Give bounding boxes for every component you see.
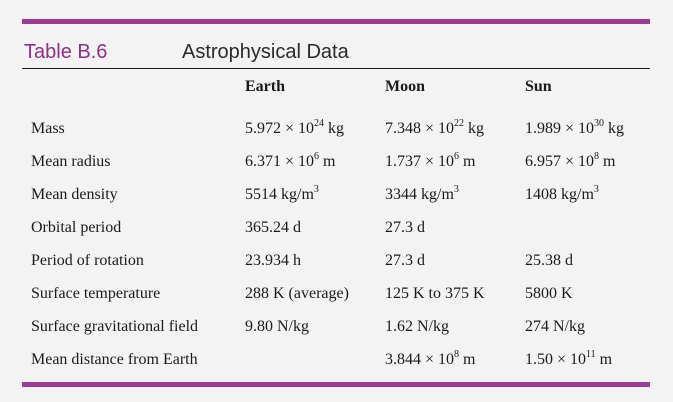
cell-moon: 27.3 d <box>385 211 525 244</box>
cell-value: 7.348 × 10 <box>385 119 455 137</box>
cell-exponent: 3 <box>593 183 599 195</box>
spacer-row <box>22 104 650 112</box>
cell-exponent: 3 <box>313 183 319 195</box>
cell-value: 27.3 d <box>385 218 425 236</box>
cell-value: 27.3 d <box>385 251 425 269</box>
cell-unit: kg <box>464 119 485 137</box>
cell-earth: 5.972 × 1024 kg <box>245 112 385 145</box>
row-label: Mass <box>31 119 65 137</box>
cell-moon: 3344 kg/m3 <box>385 178 525 211</box>
cell-unit: m <box>319 152 336 170</box>
cell-earth: 5514 kg/m3 <box>245 178 385 211</box>
cell-unit: m <box>599 152 616 170</box>
cell-exponent: 8 <box>594 150 600 162</box>
cell-sun: 274 N/kg <box>525 310 650 343</box>
cell-value: 5800 K <box>525 284 573 302</box>
table-title: Astrophysical Data <box>182 41 349 63</box>
cell-moon: 7.348 × 1022 kg <box>385 112 525 145</box>
row-label: Mean radius <box>31 152 111 170</box>
cell-moon: 27.3 d <box>385 244 525 277</box>
cell-value: 6.371 × 10 <box>245 152 315 170</box>
cell-unit: m <box>459 152 476 170</box>
cell-value: 1.50 × 10 <box>525 350 587 368</box>
cell-earth: 9.80 N/kg <box>245 310 385 343</box>
cell-sun <box>525 211 650 244</box>
cell-exponent: 6 <box>314 150 320 162</box>
table-row: Period of rotation 23.934 h 27.3 d 25.38 d <box>22 244 650 277</box>
row-label: Surface gravitational field <box>31 317 199 335</box>
header-cell-sun: Sun <box>525 78 552 95</box>
cell-value: 1.989 × 10 <box>525 119 595 137</box>
cell-value: 274 N/kg <box>525 317 585 335</box>
cell-value: 1.737 × 10 <box>385 152 455 170</box>
cell-sun: 25.38 d <box>525 244 650 277</box>
cell-exponent: 30 <box>594 117 605 129</box>
cell-value: 288 K (average) <box>245 284 349 302</box>
cell-exponent: 3 <box>453 183 459 195</box>
row-label: Orbital period <box>31 218 122 236</box>
cell-exponent: 24 <box>314 117 325 129</box>
table-row: Mean distance from Earth 3.844 × 108 m 1.5… <box>22 343 650 376</box>
row-label: Surface temperature <box>31 284 161 302</box>
row-label: Mean density <box>31 185 118 203</box>
cell-sun: 1.50 × 1011 m <box>525 343 650 376</box>
table-row: Mean density 5514 kg/m3 3344 kg/m3 1408 kg/… <box>22 178 650 211</box>
cell-unit: kg <box>604 119 625 137</box>
cell-value: 23.934 h <box>245 251 301 269</box>
cell-exponent: 11 <box>586 348 596 360</box>
cell-value: 365.24 d <box>245 218 301 236</box>
cell-earth: 6.371 × 106 m <box>245 145 385 178</box>
table-row: Mean radius 6.371 × 106 m 1.737 × 106 m 6.9… <box>22 145 650 178</box>
cell-earth: 288 K (average) <box>245 277 385 310</box>
bottom-rule <box>22 382 650 387</box>
top-rule <box>22 19 650 24</box>
cell-moon: 3.844 × 108 m <box>385 343 525 376</box>
cell-earth: 23.934 h <box>245 244 385 277</box>
row-label: Period of rotation <box>31 251 144 269</box>
cell-sun: 1408 kg/m3 <box>525 178 650 211</box>
cell-value: 1408 kg/m <box>525 185 594 203</box>
cell-earth <box>245 343 385 376</box>
table-row: Mass 5.972 × 1024 kg 7.348 × 1022 kg 1.989 … <box>22 112 650 145</box>
cell-value: 5514 kg/m <box>245 185 314 203</box>
table-row: Orbital period 365.24 d 27.3 d <box>22 211 650 244</box>
table-label: Table B.6 <box>24 41 108 63</box>
table-row: Surface gravitational field 9.80 N/kg 1.62… <box>22 310 650 343</box>
cell-unit: m <box>459 350 476 368</box>
cell-exponent: 22 <box>454 117 465 129</box>
cell-earth: 365.24 d <box>245 211 385 244</box>
cell-value: 1.62 N/kg <box>385 317 449 335</box>
row-label: Mean distance from Earth <box>31 350 198 368</box>
header-cell-moon: Moon <box>385 78 425 95</box>
data-table: Earth Moon Sun Mass 5.972 × 1024 kg 7.348 … <box>22 78 650 376</box>
cell-value: 3344 kg/m <box>385 185 454 203</box>
cell-moon: 1.62 N/kg <box>385 310 525 343</box>
cell-exponent: 8 <box>454 348 460 360</box>
cell-value: 6.957 × 10 <box>525 152 595 170</box>
cell-sun: 5800 K <box>525 277 650 310</box>
cell-value: 3.844 × 10 <box>385 350 455 368</box>
cell-moon: 125 K to 375 K <box>385 277 525 310</box>
cell-sun: 6.957 × 108 m <box>525 145 650 178</box>
cell-moon: 1.737 × 106 m <box>385 145 525 178</box>
header-cell-blank <box>22 78 245 104</box>
cell-value: 125 K to 375 K <box>385 284 485 302</box>
cell-sun: 1.989 × 1030 kg <box>525 112 650 145</box>
table-row: Surface temperature 288 K (average) 125 K … <box>22 277 650 310</box>
header-row: Earth Moon Sun <box>22 78 650 104</box>
cell-unit: m <box>595 350 613 368</box>
header-cell-earth: Earth <box>245 78 285 95</box>
cell-value: 25.38 d <box>525 251 573 269</box>
cell-exponent: 6 <box>454 150 460 162</box>
cell-value: 5.972 × 10 <box>245 119 315 137</box>
cell-value: 9.80 N/kg <box>245 317 309 335</box>
table-caption: Table B.6 Astrophysical Data <box>22 40 650 69</box>
cell-unit: kg <box>324 119 345 137</box>
